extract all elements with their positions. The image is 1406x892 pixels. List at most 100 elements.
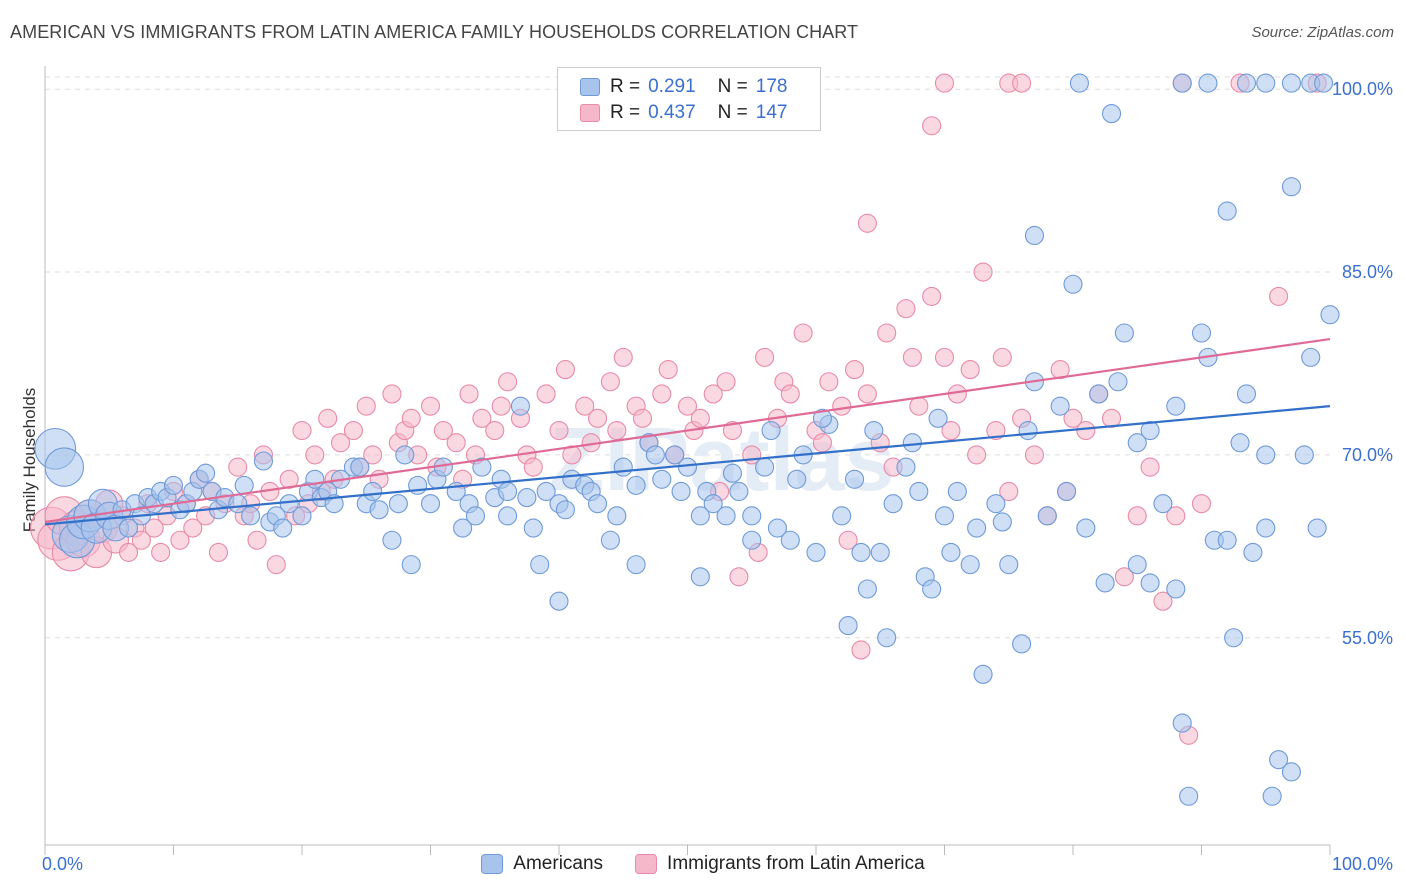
americans-trend-line (44, 405, 1331, 526)
americans-point (645, 445, 665, 465)
americans-point (1069, 73, 1089, 93)
americans-point (1076, 518, 1096, 538)
americans-point (1172, 73, 1192, 93)
immigrants-point (973, 262, 993, 282)
r-label: R = (610, 76, 641, 97)
immigrants-point (433, 420, 453, 441)
immigrants-point (690, 408, 710, 428)
americans-point (1217, 530, 1237, 550)
americans-point (742, 530, 762, 550)
americans-point (1057, 481, 1077, 502)
immigrants-point (1076, 420, 1096, 441)
americans-point (832, 506, 852, 526)
immigrants-point (144, 518, 164, 538)
americans-point (1089, 384, 1109, 404)
americans-point (690, 567, 710, 587)
americans-point (992, 512, 1012, 532)
immigrants-point (343, 420, 363, 441)
americans-point (1012, 634, 1032, 654)
americans-point (1127, 555, 1147, 575)
immigrants-point (632, 408, 653, 428)
r-value: 0.291 (648, 76, 696, 97)
series-legend: Americans Immigrants from Latin America (0, 850, 1406, 878)
americans-point (253, 451, 274, 471)
americans-point (986, 494, 1006, 514)
immigrants-point (819, 372, 839, 392)
americans-point (1281, 762, 1301, 782)
americans-point (472, 457, 492, 477)
americans-point (1281, 73, 1301, 93)
americans-point (677, 457, 698, 477)
americans-point (498, 506, 518, 526)
immigrants-point (228, 457, 248, 477)
immigrants-point (523, 457, 543, 477)
americans-point (722, 463, 743, 483)
immigrants-point (549, 420, 569, 441)
americans-point (960, 555, 980, 575)
americans-point (517, 488, 537, 508)
americans-point (196, 463, 216, 483)
americans-point (600, 530, 620, 550)
legend-label: Immigrants from Latin America (667, 853, 925, 874)
immigrants-point (459, 384, 479, 404)
americans-point (652, 469, 672, 489)
americans-point (870, 542, 890, 562)
americans-point (665, 445, 685, 465)
immigrants-point (607, 420, 627, 441)
americans-point (395, 445, 415, 465)
americans-point (382, 530, 402, 550)
americans-point (729, 481, 749, 502)
americans-point (453, 518, 473, 538)
immigrants-point (1191, 494, 1212, 514)
immigrants-point (999, 481, 1019, 502)
americans-point (1140, 573, 1160, 593)
immigrants-point (992, 347, 1012, 367)
legend-item-americans[interactable]: Americans (481, 853, 603, 875)
americans-point (536, 481, 556, 502)
immigrants-point (722, 420, 743, 441)
y-tick-label: 100.0% (1332, 79, 1393, 99)
immigrants-point (600, 372, 620, 392)
immigrants-point (1269, 286, 1289, 306)
n-label: N = (717, 102, 748, 123)
immigrants-point (857, 384, 877, 404)
americans-point (292, 506, 312, 526)
immigrants-point (677, 396, 698, 416)
americans-point (241, 506, 261, 526)
americans-point (967, 518, 987, 538)
americans-point (401, 555, 421, 575)
americans-point (1108, 372, 1128, 392)
americans-point (1063, 274, 1083, 294)
americans-point (838, 616, 858, 636)
americans-point (1114, 323, 1134, 343)
americans-point (883, 494, 903, 514)
americans-point (922, 579, 942, 599)
americans-point (510, 396, 531, 416)
y-tick-label: 70.0% (1342, 445, 1393, 465)
immigrants-point (844, 360, 865, 380)
americans-point (1307, 518, 1327, 538)
americans-point (877, 628, 897, 648)
americans-point (626, 555, 646, 575)
immigrants-point (555, 360, 575, 380)
immigrants-point (1063, 408, 1083, 428)
americans-point (999, 555, 1019, 575)
r-label: R = (610, 102, 641, 123)
americans-point (716, 506, 736, 526)
immigrants-point (793, 323, 813, 343)
americans-point (1095, 573, 1115, 593)
immigrants-point (587, 408, 608, 428)
americans-point (1314, 73, 1334, 93)
americans-point (1166, 396, 1186, 416)
americans-point (902, 433, 922, 453)
legend-item-immigrants[interactable]: Immigrants from Latin America (635, 853, 925, 875)
americans-legend-swatch (481, 854, 504, 874)
chart-title: AMERICAN VS IMMIGRANTS FROM LATIN AMERIC… (10, 22, 859, 42)
n-value: 178 (755, 76, 788, 97)
immigrants-point (266, 555, 286, 575)
americans-point (163, 475, 184, 495)
immigrants-point (922, 286, 942, 306)
immigrants-point (755, 347, 775, 367)
americans-point (350, 457, 370, 477)
